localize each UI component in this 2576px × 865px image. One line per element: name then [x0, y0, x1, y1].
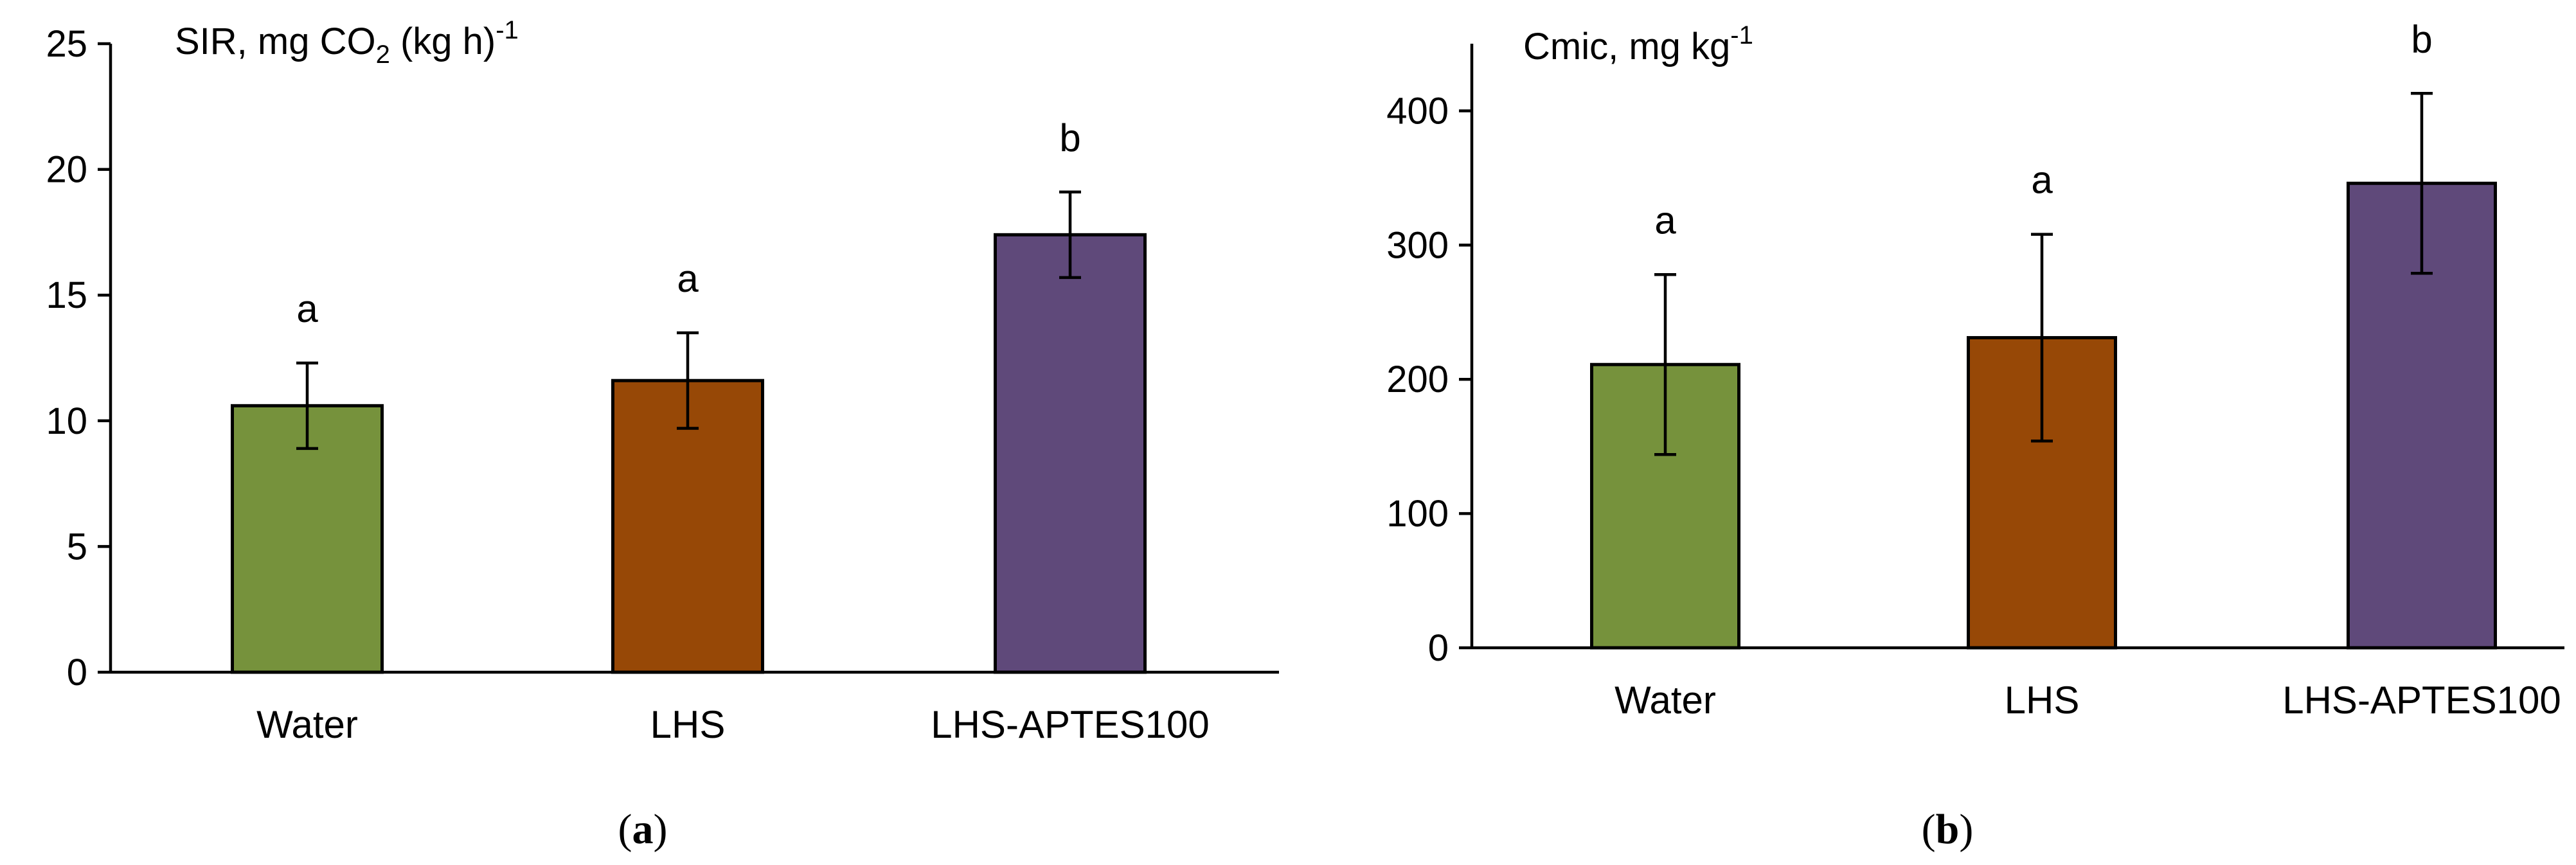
- error-bar-a-3: [1059, 190, 1081, 280]
- error-bar-b-1: [1654, 273, 1676, 456]
- y-tick-label-b: 400: [1386, 90, 1449, 132]
- chart-title-b: Cmic, mg kg-1: [1523, 21, 1753, 67]
- bar-a-3: [994, 233, 1147, 674]
- error-bar-a-1: [296, 361, 318, 450]
- chart-marks-a: 0 5 10 15 20 25 a Water a LHS b LHS-APTES100: [46, 23, 1279, 746]
- y-tick-label-a: 0: [67, 652, 87, 693]
- y-tick-label-b: 200: [1386, 359, 1449, 400]
- x-tick-label-b-1: Water: [1614, 679, 1716, 722]
- significance-label-b-1: a: [1654, 199, 1676, 242]
- x-tick-label-a-1: Water: [256, 703, 358, 746]
- significance-label-a-1: a: [296, 287, 318, 330]
- significance-label-b-3: b: [2411, 17, 2432, 60]
- error-bar-b-3: [2411, 92, 2433, 275]
- x-tick-label-a-3: LHS-APTES100: [931, 703, 1210, 746]
- significance-label-b-2: a: [2031, 159, 2053, 202]
- x-tick-label-a-2: LHS: [650, 703, 726, 746]
- panel-caption-a: (a): [618, 806, 668, 853]
- error-bar-b-2: [2031, 233, 2053, 443]
- y-tick-label-a: 20: [46, 149, 87, 191]
- chart-marks-b: 0 100 200 300 400 a Water a LHS b LHS-APTES100: [1386, 17, 2564, 722]
- significance-label-a-3: b: [1059, 116, 1080, 159]
- chart-panel-a: SIR, mg CO2 (kg h)-1 0 5 10 15 20 25 a Water a LH…: [46, 16, 1279, 853]
- y-tick-label-a: 5: [67, 526, 87, 567]
- y-tick-label-a: 25: [46, 23, 87, 65]
- y-tick-label-a: 15: [46, 274, 87, 316]
- y-tick-label-b: 300: [1386, 224, 1449, 266]
- error-bar-a-2: [677, 331, 699, 430]
- y-tick-label-a: 10: [46, 400, 87, 442]
- chart-title-a: SIR, mg CO2 (kg h)-1: [175, 16, 519, 69]
- chart-panel-b: Cmic, mg kg-1 0 100 200 300 400 a Water a LHS b LH…: [1386, 17, 2564, 853]
- x-tick-label-b-3: LHS-APTES100: [2282, 679, 2561, 722]
- panel-caption-b: (b): [1922, 806, 1974, 853]
- x-tick-label-b-2: LHS: [2005, 679, 2080, 722]
- significance-label-a-2: a: [677, 257, 699, 300]
- y-tick-label-b: 100: [1386, 493, 1449, 535]
- y-tick-label-b: 0: [1428, 627, 1449, 669]
